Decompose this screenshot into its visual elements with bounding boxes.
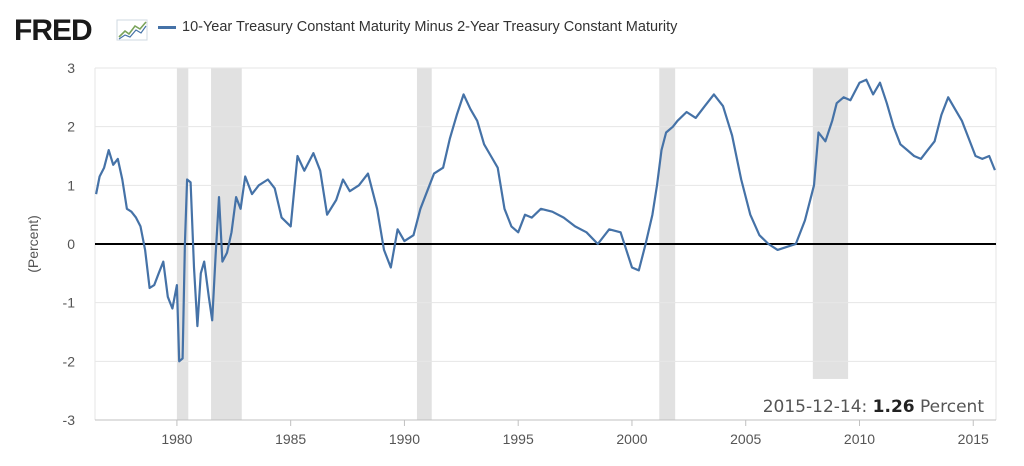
chart-header: FRED 10-Year Treasury Constant Maturity … <box>0 0 1024 60</box>
x-tick-label: 1980 <box>161 431 192 447</box>
y-tick-label: 2 <box>67 119 75 135</box>
series-line <box>95 78 996 363</box>
y-axis-label: (Percent) <box>25 215 41 273</box>
x-tick-label: 1990 <box>389 431 420 447</box>
y-tick-label: 1 <box>67 177 75 193</box>
x-tick-label: 1985 <box>275 431 306 447</box>
y-tick-label: -1 <box>63 295 76 311</box>
x-tick-label: 1995 <box>503 431 534 447</box>
fred-logo[interactable]: FRED <box>14 14 93 47</box>
chart-legend[interactable]: 10-Year Treasury Constant Maturity Minus… <box>158 19 677 35</box>
readout-unit: Percent <box>920 397 984 417</box>
y-tick-label: 3 <box>67 60 75 76</box>
recession-band <box>812 68 849 379</box>
x-tick-label: 2000 <box>616 431 647 447</box>
trend-chart-icon <box>116 19 148 41</box>
readout-value: 1.26 <box>872 397 915 417</box>
hover-readout: 2015-12-14: 1.26 Percent <box>758 395 988 419</box>
legend-series-label: 10-Year Treasury Constant Maturity Minus… <box>182 19 678 35</box>
legend-swatch <box>158 25 176 29</box>
x-tick-label: 2015 <box>958 431 989 447</box>
readout-date: 2015-12-14: <box>762 397 868 417</box>
x-tick-label: 2010 <box>844 431 875 447</box>
y-tick-label: -3 <box>63 412 76 428</box>
y-tick-label: -2 <box>63 353 76 369</box>
x-tick-label: 2005 <box>730 431 761 447</box>
y-tick-label: 0 <box>67 236 75 252</box>
